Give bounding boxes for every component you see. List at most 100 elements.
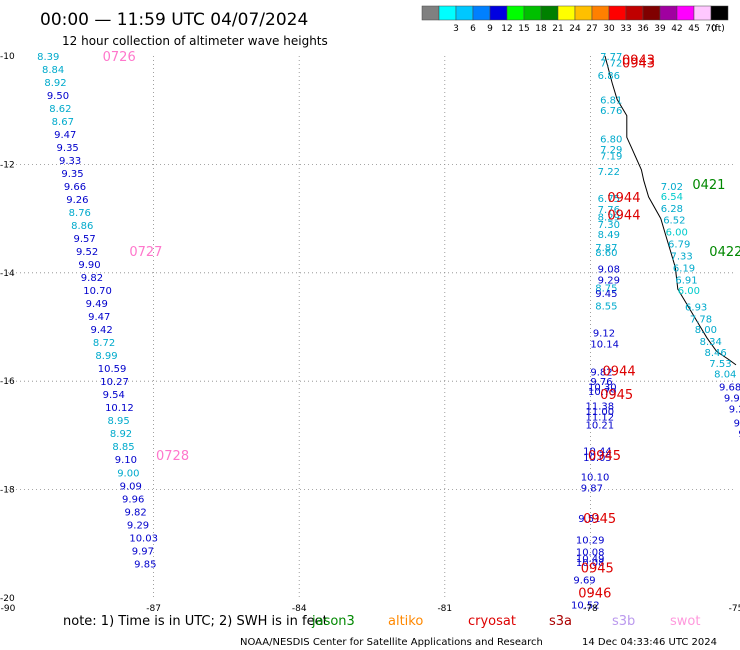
wave-height-value: 8.04 bbox=[714, 370, 736, 381]
pass-time-label: 0728 bbox=[156, 449, 189, 464]
wave-height-value: 9.54 bbox=[103, 390, 125, 401]
wave-height-value: 6.76 bbox=[600, 106, 622, 117]
wave-height-value: 8.99 bbox=[95, 351, 117, 362]
wave-height-value: 10.27 bbox=[100, 377, 129, 388]
wave-height-value: 7.76 bbox=[598, 205, 620, 216]
wave-height-value: 8.67 bbox=[52, 117, 74, 128]
wave-height-value: 9.89 bbox=[734, 418, 740, 429]
wave-height-value: 8.39 bbox=[37, 52, 59, 63]
wave-height-value: 9.35 bbox=[61, 169, 83, 180]
wave-height-value: 10.52 bbox=[571, 601, 600, 612]
satellite-s3b-label: s3b bbox=[612, 614, 635, 629]
pass-time-label: 0943 bbox=[622, 57, 655, 72]
wave-height-value: 9.90 bbox=[78, 260, 100, 271]
pass-time-label: 0945 bbox=[588, 449, 621, 464]
legend-swatch bbox=[608, 5, 627, 21]
legend-tick-label: 39 bbox=[654, 24, 666, 34]
wave-height-value: 10.12 bbox=[105, 403, 134, 414]
legend-swatch bbox=[472, 5, 491, 21]
pass-time-label: 0726 bbox=[103, 50, 136, 65]
legend-swatch bbox=[438, 5, 457, 21]
wave-height-value: 9.47 bbox=[54, 130, 76, 141]
wave-height-value: 8.85 bbox=[112, 442, 134, 453]
wave-height-value: 9.50 bbox=[47, 91, 69, 102]
legend-swatch bbox=[574, 5, 593, 21]
wave-height-value: 9.68 bbox=[719, 383, 740, 394]
wave-height-value: 9.51 bbox=[578, 514, 600, 525]
track-west: 8.39 8.84 8.92 9.50 8.62 8.67 9.47 9.35 9.33 9.35… bbox=[37, 52, 158, 570]
wave-height-value: 9.96 bbox=[122, 494, 144, 505]
wave-height-value: 10.30 bbox=[588, 383, 617, 394]
wave-height-value: 6.81 bbox=[600, 95, 622, 106]
pass-time-label: 0945 bbox=[600, 388, 633, 403]
lon-tick-label: -78 bbox=[583, 604, 598, 614]
wave-height-value: 10.79 bbox=[588, 387, 617, 398]
wave-height-value: 7.78 bbox=[690, 314, 712, 325]
legend-swatch bbox=[642, 5, 661, 21]
wave-height-value: 6.91 bbox=[675, 275, 697, 286]
wave-height-value: 8.34 bbox=[700, 337, 722, 348]
legend-tick-label: 15 bbox=[518, 24, 529, 34]
legend-swatch bbox=[557, 5, 576, 21]
coastline bbox=[604, 55, 737, 366]
legend-swatch bbox=[625, 5, 644, 21]
credit-text: NOAA/NESDIS Center for Satellite Applica… bbox=[240, 637, 543, 648]
satellite-swot-label: swot bbox=[670, 614, 700, 629]
wave-height-value: 6.75 bbox=[598, 194, 620, 205]
wave-height-value: 6.86 bbox=[598, 71, 620, 82]
legend-tick-label: 6 bbox=[470, 24, 476, 34]
wave-height-value: 9.29 bbox=[127, 520, 149, 531]
wave-height-value: 10.59 bbox=[98, 364, 127, 375]
legend-swatch bbox=[523, 5, 542, 21]
wave-height-value: 8.72 bbox=[93, 338, 115, 349]
legend-swatch bbox=[710, 5, 729, 21]
wave-height-value: 6.54 bbox=[661, 192, 683, 203]
legend-swatch bbox=[659, 5, 678, 21]
lat-tick-label: -16 bbox=[0, 377, 15, 387]
legend-swatch bbox=[421, 5, 440, 21]
wave-height-value: 10.70 bbox=[83, 286, 112, 297]
wave-height-value: 10.29 bbox=[576, 535, 605, 546]
wave-height-value: 9.08 bbox=[598, 264, 620, 275]
wave-height-value: 8.49 bbox=[598, 230, 620, 241]
lon-tick-label: -81 bbox=[437, 604, 452, 614]
wave-height-value: 10.03 bbox=[129, 533, 158, 544]
pass-time-label: 0422 bbox=[709, 245, 740, 260]
legend-tick-label: 3 bbox=[453, 24, 459, 34]
pass-time-label: 0945 bbox=[583, 512, 616, 527]
lon-tick-label: -84 bbox=[292, 604, 307, 614]
wave-height-value: 7.30 bbox=[598, 220, 620, 231]
legend-swatch bbox=[676, 5, 695, 21]
wave-height-value: 6.52 bbox=[663, 216, 685, 227]
wave-height-value: 8.62 bbox=[49, 104, 71, 115]
wave-height-value: 8.76 bbox=[69, 208, 91, 219]
wave-height-value: 9.47 bbox=[88, 312, 110, 323]
wave-height-value: 7.77 bbox=[600, 52, 622, 63]
wave-height-value: 9.97 bbox=[132, 546, 154, 557]
wave-height-value: 9.57 bbox=[74, 234, 96, 245]
wave-height-value: 11.12 bbox=[586, 412, 615, 423]
wave-height-value: 10.05 bbox=[583, 453, 612, 464]
legend-swatch bbox=[591, 5, 610, 21]
wave-height-value: 8.29 bbox=[598, 212, 620, 223]
legend-tick-label: 12 bbox=[501, 24, 512, 34]
wave-height-value: 9.83 bbox=[738, 429, 740, 440]
wave-height-value: 9.12 bbox=[593, 328, 615, 339]
lat-tick-label: -12 bbox=[0, 160, 15, 170]
wave-height-value: 10.44 bbox=[583, 447, 612, 458]
wave-height-value: 9.33 bbox=[59, 156, 81, 167]
wave-height-value: 9.26 bbox=[66, 195, 88, 206]
legend-tick-label: 42 bbox=[671, 24, 682, 34]
legend-swatch bbox=[540, 5, 559, 21]
wave-height-value: 9.87 bbox=[581, 483, 603, 494]
lon-tick-label: -87 bbox=[146, 604, 161, 614]
wave-height-value: 9.82 bbox=[81, 273, 103, 284]
legend-swatch bbox=[489, 5, 508, 21]
track-mid: 7.777.726.86 6.816.76 6.807.297.19 7.22 6.75… bbox=[571, 52, 622, 612]
generated-timestamp: 14 Dec 04:33:46 UTC 2024 bbox=[582, 637, 717, 648]
pass-time-label: 0944 bbox=[603, 364, 636, 379]
wave-height-value: 10.08 bbox=[576, 547, 605, 558]
